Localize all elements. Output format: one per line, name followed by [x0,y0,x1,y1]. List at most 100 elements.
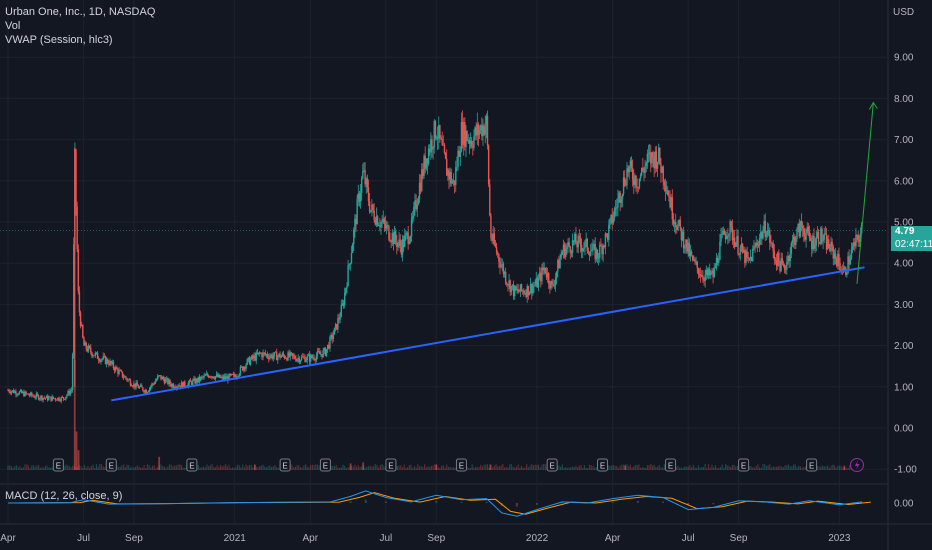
candle-body [215,374,218,377]
candle-body [247,357,250,360]
volume-bar [823,466,825,470]
candle-body [357,193,359,199]
candle-body [762,231,764,239]
candle-body [347,265,349,287]
candle-body [679,219,681,228]
candle-body [104,356,107,364]
candle-body [95,352,98,354]
candle-body [511,284,514,286]
candle-body [302,356,304,358]
volume-bar [92,464,94,470]
support-trendline[interactable] [111,266,865,402]
candle-body [472,146,474,148]
volume-bar [31,465,33,470]
candle-body [654,151,657,169]
volume-bar [787,464,790,470]
volume-bar [226,466,228,470]
candle-body [102,356,104,359]
candle-body [387,225,389,227]
volume-spike [349,463,352,470]
projection-arrow[interactable] [856,102,874,284]
candle-body [279,353,281,358]
candle-body [729,221,731,234]
candle-body [48,397,50,401]
candle-body [362,171,364,179]
earnings-marker-icon[interactable]: E [597,458,609,472]
earnings-marker-icon[interactable]: E [105,458,117,472]
earnings-marker-icon[interactable]: E [186,458,198,472]
earnings-marker-box [385,458,397,472]
candle-body [100,359,102,362]
macd-histogram-bar [636,500,639,503]
volume-bar [452,467,455,470]
volume-bar [694,467,696,470]
candle-body [823,233,825,240]
candle-body [358,193,361,202]
earnings-marker-icon[interactable]: E [546,458,558,472]
candle-body [300,356,303,361]
symbol-title[interactable]: Urban One, Inc., 1D, NASDAQ [5,6,156,18]
candle-body [693,259,695,261]
candle-body [172,384,175,388]
volume-bar [609,465,611,470]
candle-body [655,151,658,169]
volume-bar [250,464,252,470]
candle-body [337,318,339,330]
earnings-marker-icon[interactable]: E [738,458,750,472]
candle-body [451,181,454,184]
candle-body [91,352,93,357]
time-tick-label: Sep [730,533,748,544]
macd-indicator-label[interactable]: MACD (12, 26, close, 9) [5,490,123,502]
earnings-marker-icon[interactable]: E [665,458,677,472]
candle-body [788,256,790,262]
lightning-event-icon[interactable] [849,458,864,472]
candle-body [830,241,832,252]
candle-body [690,251,693,256]
volume-bar [566,467,569,470]
volume-bar [791,465,793,470]
candle-body [710,272,712,276]
earnings-marker-icon[interactable]: E [52,458,64,472]
volume-indicator-label[interactable]: Vol [5,20,21,32]
macd-histogram-bar [485,501,488,503]
candle-body [18,391,21,395]
candle-body [304,356,306,363]
volume-bar [469,467,472,470]
candle-body [79,312,82,326]
volume-bar [585,467,587,470]
volume-bar [99,464,101,470]
candle-body [538,272,541,278]
candle-body [554,277,557,286]
volume-bar [733,464,735,470]
earnings-marker-icon[interactable]: E [385,458,397,472]
earnings-marker-icon[interactable]: E [279,458,291,472]
candle-body [170,384,172,387]
candle-body [66,394,68,397]
earnings-marker-icon[interactable]: E [455,458,467,472]
earnings-marker-icon[interactable]: E [806,458,818,472]
candle-body [519,284,522,292]
volume-bar [799,466,802,470]
candle-body [468,140,471,144]
volume-bar [14,465,16,470]
candle-body [574,233,576,243]
volume-bar [816,465,819,470]
candle-body [164,379,167,384]
earnings-marker-letter: E [56,462,61,471]
volume-bar [789,466,791,470]
vwap-indicator-label[interactable]: VWAP (Session, hlc3) [5,34,113,46]
candle-body [252,355,254,359]
candle-body [413,206,415,217]
volume-bar [66,465,69,470]
volume-bar [849,464,851,470]
candle-body [617,198,619,208]
earnings-marker-icon[interactable]: E [319,458,331,472]
candle-body [192,380,194,385]
volume-bar [570,467,572,470]
candle-body [143,390,145,393]
volume-bar [155,467,157,470]
macd-histogram-bar [536,503,539,505]
macd-line [7,490,863,517]
candle-body [96,352,99,359]
